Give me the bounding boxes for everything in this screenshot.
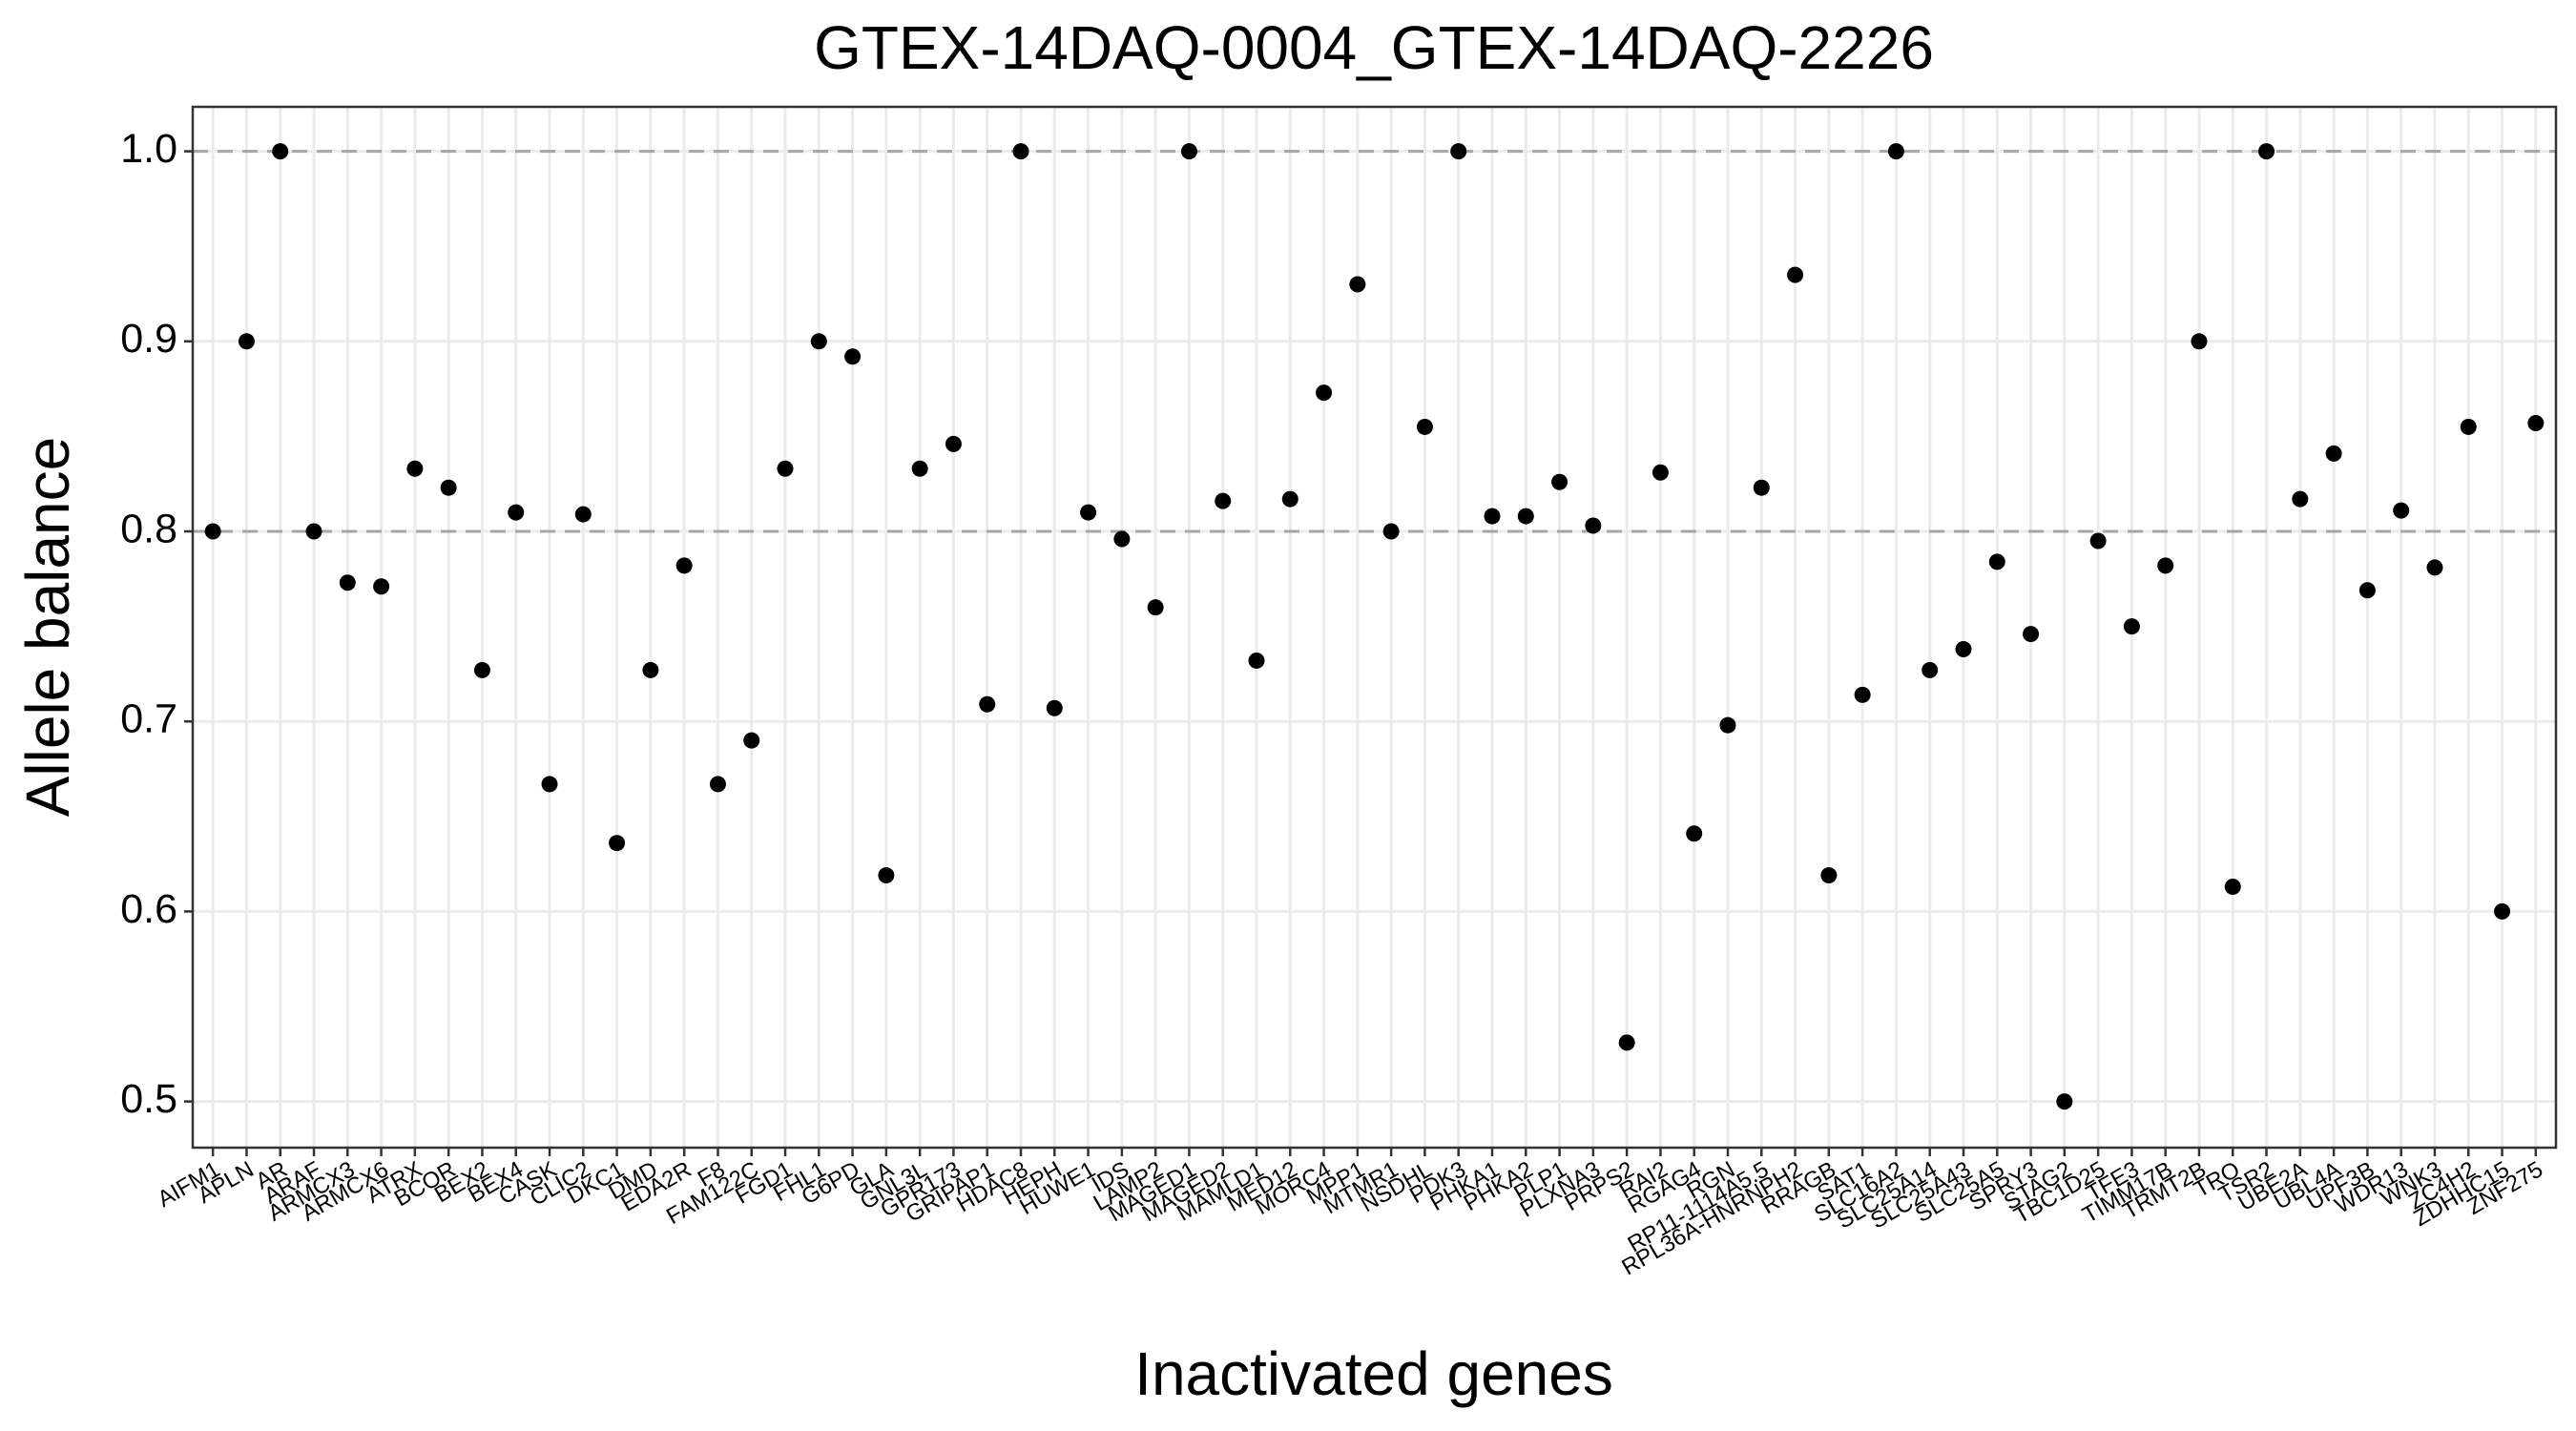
point (2089, 532, 2107, 550)
point (574, 506, 592, 523)
point (1517, 508, 1534, 525)
point (1551, 473, 1568, 490)
point (2494, 902, 2511, 920)
point (305, 523, 322, 540)
y-tick-label: 0.6 (120, 886, 177, 932)
point (440, 479, 457, 496)
point (1922, 661, 1939, 678)
point (1046, 699, 1063, 716)
point (2023, 626, 2040, 643)
point (1618, 1034, 1635, 1051)
point (2358, 582, 2376, 599)
point (1988, 553, 2005, 570)
y-tick-label: 0.5 (120, 1076, 177, 1122)
point (911, 460, 928, 477)
point (1349, 276, 1366, 293)
point (743, 732, 760, 749)
point (642, 661, 659, 678)
point (204, 523, 221, 540)
point (1012, 143, 1029, 160)
plot-border (191, 105, 2558, 1150)
point (1113, 530, 1131, 548)
point (1652, 464, 1669, 481)
point (1281, 490, 1298, 508)
point (1180, 143, 1197, 160)
point (339, 574, 356, 591)
point (2527, 414, 2545, 431)
point (1484, 508, 1501, 525)
point (609, 835, 626, 852)
point (1955, 641, 1972, 658)
point (2157, 557, 2174, 574)
point (406, 460, 424, 477)
point (945, 435, 962, 452)
point (1450, 143, 1467, 160)
point (2123, 618, 2140, 635)
point (1753, 479, 1770, 496)
point (1719, 716, 1736, 734)
point (2224, 879, 2241, 896)
point (1854, 686, 1871, 703)
point (508, 504, 525, 521)
point (2460, 418, 2477, 435)
point (2258, 143, 2275, 160)
x-axis-title: Inactivated genes (1134, 1339, 1613, 1408)
point (810, 333, 827, 350)
point (2393, 502, 2410, 519)
y-tick-label: 0.7 (120, 696, 177, 742)
point (1147, 599, 1164, 616)
point (2191, 333, 2208, 350)
point (1215, 492, 1232, 509)
point (709, 776, 726, 793)
y-tick-label: 0.8 (120, 506, 177, 551)
point (1316, 384, 1333, 402)
point (1887, 143, 1904, 160)
point (272, 143, 289, 160)
point (1080, 504, 1097, 521)
point (373, 578, 390, 595)
point (541, 776, 558, 793)
point (1686, 825, 1703, 842)
point (777, 460, 794, 477)
y-tick-label: 0.9 (120, 316, 177, 362)
point (1248, 652, 1265, 669)
point (1416, 418, 1433, 435)
y-axis-title: Allele balance (13, 437, 82, 818)
point (473, 661, 490, 678)
point (238, 333, 255, 350)
point (2426, 559, 2443, 576)
point (1382, 523, 1400, 540)
point (2325, 445, 2342, 462)
point (979, 695, 996, 713)
y-tick-label: 1.0 (120, 126, 177, 172)
point (878, 867, 895, 884)
point (1787, 266, 1804, 283)
point (2056, 1093, 2073, 1110)
point (2292, 490, 2309, 508)
point (844, 348, 862, 365)
point (1585, 517, 1602, 534)
point (675, 557, 693, 574)
chart-title: GTEX-14DAQ-0004_GTEX-14DAQ-2226 (814, 13, 1934, 82)
point (1820, 867, 1838, 884)
